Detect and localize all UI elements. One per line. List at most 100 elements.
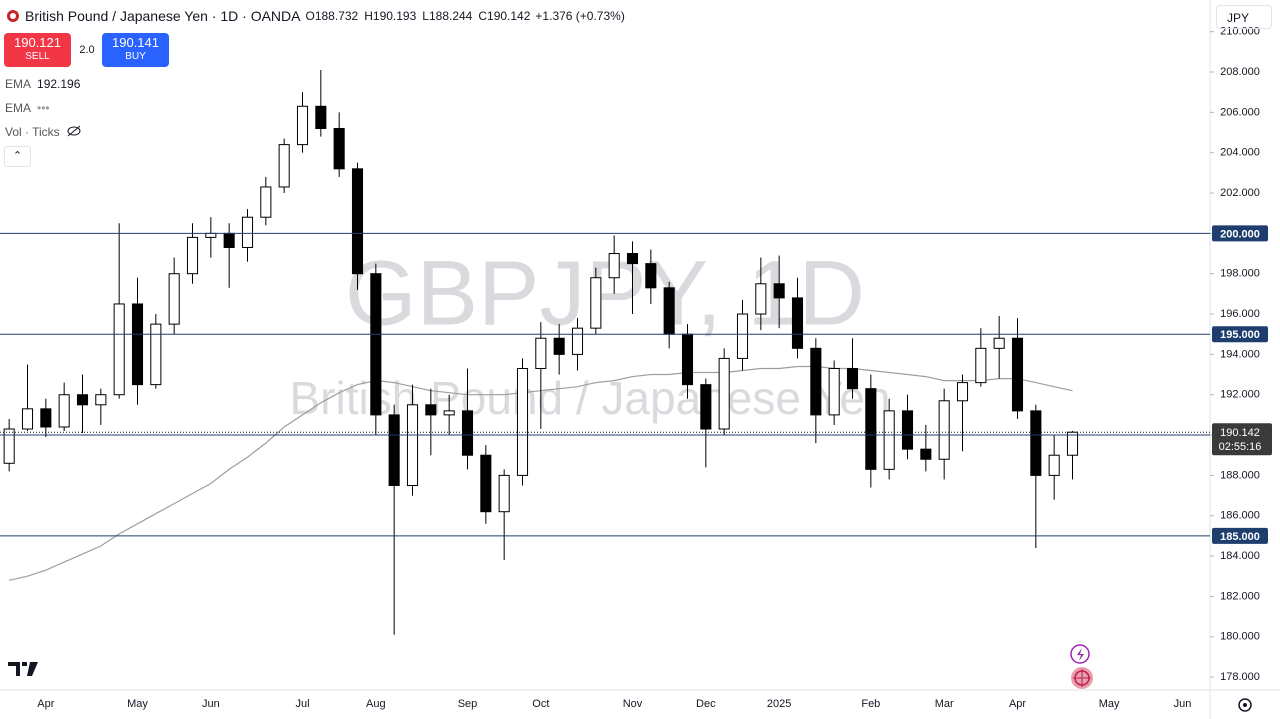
change: +1.376 (+0.73%) [535,9,625,23]
candle-body [241,216,254,248]
candle-body [186,236,199,275]
candle-body [296,105,309,146]
y-tick-label: 196.000 [1220,308,1260,320]
candle-body [846,367,859,390]
flash-icon[interactable] [1070,644,1090,664]
ohlc-item: L188.244 [422,9,472,23]
x-tick-label: Apr [37,698,54,710]
candle-body [901,410,914,450]
candle-body [608,253,620,279]
candle-body [443,410,455,416]
ohlc-value: 188.244 [428,9,473,23]
candle-body [461,410,474,456]
y-tick-label: 184.000 [1220,550,1260,562]
indicator-name: Vol · Ticks [5,125,60,139]
collapse-button[interactable]: ⌃ [4,146,31,167]
candle-body [645,263,657,289]
ohlc-item: O188.732 [305,9,358,23]
indicator-name: EMA [5,101,32,115]
candle-body [76,394,89,406]
x-tick-label: 2025 [767,698,791,710]
candle-body [553,337,565,355]
candle-body [663,287,675,335]
candle-body [700,384,712,430]
candle-body [3,428,15,464]
candle-body [883,410,895,470]
candle-body [370,273,382,416]
ohlc-value: 188.732 [314,9,359,23]
x-tick-label: Oct [532,698,549,710]
candle-body [993,337,1005,349]
flag-icon[interactable] [1071,667,1093,689]
y-tick-label: 202.000 [1220,187,1260,199]
candle-body [40,408,52,428]
y-tick-label: 192.000 [1220,389,1260,401]
last-price-box [1212,423,1272,456]
candle-body [95,394,107,406]
candle-body [388,414,400,486]
y-tick-label: 208.000 [1220,66,1260,78]
indicator[interactable]: EMA ••• [5,101,50,115]
settings-icon[interactable] [1238,698,1252,712]
level-label: 195.000 [1220,329,1260,341]
candle-body [1030,410,1042,476]
candle-body [956,382,969,402]
ohlc-key: H [364,9,373,23]
watermark-symbol: GBPJPY, 1D [345,242,865,344]
x-tick-label: Jul [295,698,309,710]
candle-body [351,168,364,275]
candle-body [21,408,34,430]
x-tick-label: Jun [202,698,220,710]
ohlc-item: C190.142 [478,9,530,23]
y-tick-label: 198.000 [1220,268,1260,280]
x-tick-label: Mar [935,698,954,710]
buy-label: BUY [125,51,146,62]
candle-body [590,277,602,329]
ohlc-key: C [478,9,488,23]
candle-body [571,327,584,355]
candle-body [150,323,162,386]
candle-body [535,337,547,369]
candle-body [223,232,235,248]
candle-body [333,127,345,170]
candle-body [168,273,180,325]
sell-button[interactable]: 190.121 SELL [4,33,71,67]
x-tick-label: Dec [696,698,716,710]
candle-body [975,347,987,384]
candle-body [1011,337,1024,412]
candle-body [406,404,419,486]
indicator[interactable]: EMA 192.196 [5,77,80,91]
x-tick-label: Jun [1174,698,1192,710]
candle-body [626,253,639,265]
x-tick-label: Aug [366,698,386,710]
ohlc-item: H190.193 [364,9,416,23]
hide-icon[interactable] [66,125,82,137]
indicator-value: 192.196 [37,77,81,91]
y-tick-label: 188.000 [1220,469,1260,481]
candle-body [260,186,272,218]
indicator-value: ••• [37,101,50,115]
buy-button[interactable]: 190.141 BUY [102,33,169,67]
candle-body [516,367,529,476]
candle-body [113,303,125,396]
indicator[interactable]: Vol · Ticks [5,125,82,139]
currency-button[interactable]: JPY [1216,5,1272,29]
level-label: 200.000 [1220,228,1260,240]
candle-body [315,105,327,129]
symbol-icon [7,10,19,22]
candle-body [58,394,70,428]
ohlc-value: 190.193 [372,9,417,23]
header: British Pound / Japanese Yen · 1D · OAND… [6,8,625,24]
ohlc-key: L [422,9,429,23]
y-tick-label: 206.000 [1220,106,1260,118]
candle-body [1066,431,1079,456]
x-tick-label: Nov [623,698,643,710]
ohlc: O188.732 H190.193 L188.244 C190.142 [305,9,530,23]
ohlc-value: 190.142 [487,9,531,23]
level-label-box [1212,326,1268,343]
y-tick-label: 178.000 [1220,671,1260,683]
x-tick-label: Feb [861,698,880,710]
indicator-name: EMA [5,77,32,91]
candle-body [773,283,785,299]
candle-body [1048,454,1060,476]
